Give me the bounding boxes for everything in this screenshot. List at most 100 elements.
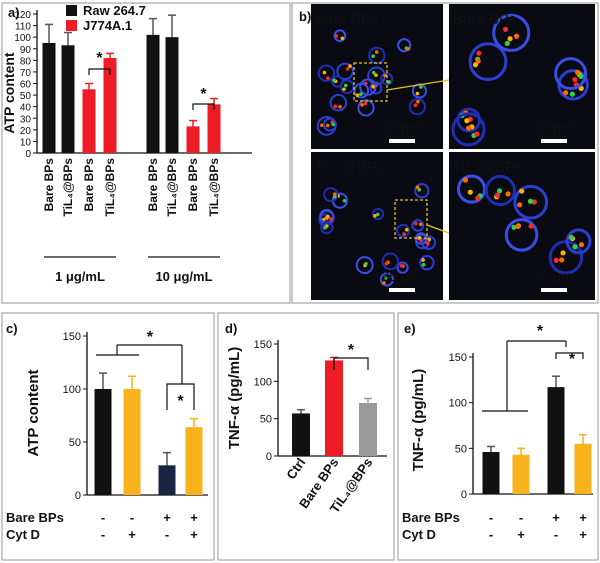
panel-a-y-tick-label: 0	[25, 149, 31, 160]
micrograph-cell	[408, 98, 426, 116]
micrograph-dot	[363, 101, 368, 106]
micrograph-dot	[406, 47, 411, 51]
panel-c-row-sign: -	[165, 527, 169, 542]
micrograph-dot	[572, 76, 578, 83]
micrograph-cell	[492, 13, 531, 52]
panel-a-y-tick-label: 40	[20, 103, 32, 114]
panel-c-row-sign: +	[128, 527, 136, 542]
panel-c-row-sign: +	[163, 510, 171, 525]
panel-c-y-label: ATP content	[25, 370, 42, 457]
panel-e-row-sign: -	[489, 527, 493, 542]
panel-e-bar	[482, 451, 500, 494]
panel-label-e: e)	[404, 321, 416, 336]
panel-e-bar	[512, 454, 530, 494]
micrograph-dot	[578, 73, 584, 80]
micrograph-cell	[323, 187, 339, 203]
panel-c-sig-bracket	[166, 383, 195, 410]
micrograph-cell	[484, 174, 516, 207]
panel-d-sig-bracket	[333, 357, 369, 370]
panel-e-bar	[547, 387, 565, 494]
micrograph-cell	[513, 184, 549, 220]
micrograph-dot	[416, 99, 420, 104]
panel-a-category-label: Bare BPs	[42, 158, 56, 212]
zoom-connector	[386, 79, 450, 91]
panel-a-y-tick-label: 10	[20, 137, 32, 148]
micrograph-dot	[384, 261, 389, 266]
panel-a-sig-star: *	[200, 86, 207, 103]
micrograph-dot	[421, 258, 425, 262]
micrograph-cell	[421, 235, 437, 251]
micrograph-dot	[419, 85, 423, 89]
micrograph-dot	[355, 93, 360, 98]
panel-a-bar	[165, 37, 179, 153]
panel-e-y-tick-label: 100	[449, 398, 467, 410]
micrograph-dot	[496, 188, 503, 194]
micrograph-cell	[396, 223, 410, 238]
micrograph-cell	[353, 82, 370, 99]
micrograph-cell	[331, 75, 344, 88]
micrograph-scale-bar	[541, 288, 567, 292]
micrograph-dot	[382, 281, 386, 285]
panel-a-y-tick-label: 90	[20, 45, 32, 56]
panel-a-sig-bracket	[88, 68, 111, 75]
micrograph-dot	[467, 189, 473, 195]
panel-a-category-label: TiL₄@BPs	[61, 158, 75, 217]
panel-c-y-tick-label: 50	[69, 437, 81, 449]
panel-a-bar	[207, 104, 221, 153]
micrograph-dot	[415, 91, 420, 96]
micrograph-cell	[369, 81, 383, 95]
micrograph-scale-bar-label: 25 μm	[381, 119, 420, 135]
panel-a-bar	[103, 58, 117, 154]
panel-c-y-tick-label: 0	[75, 490, 81, 502]
micrograph-dot	[402, 232, 406, 236]
zoom-box	[353, 62, 388, 102]
panel-c-y-tick-label: 100	[63, 384, 81, 396]
panel-a-y-tick-label: 100	[14, 33, 31, 44]
panel-a-y-tick-label: 30	[20, 114, 32, 125]
panel-c-bar	[123, 389, 141, 495]
panel-e-y-tick-label: 0	[461, 489, 467, 501]
zoom-connector	[426, 224, 450, 234]
micrograph-dot	[465, 125, 472, 131]
micrograph-cell	[456, 174, 487, 204]
panel-c-row-label: Cyt D	[6, 527, 40, 542]
micrograph-dot	[474, 131, 480, 137]
micrograph-dot	[331, 122, 335, 127]
micrograph-dot	[462, 177, 469, 183]
panel-a-y-tick-label: 80	[20, 56, 32, 67]
micrograph-dot	[404, 227, 409, 232]
micrograph-scale-bar	[389, 139, 415, 143]
panel-a-bar	[186, 126, 200, 153]
micrograph-dot	[320, 123, 324, 128]
micrograph-cell	[320, 221, 334, 235]
micrograph-dot	[505, 191, 511, 197]
panel-e-sig-star: *	[569, 351, 576, 368]
micrograph-dot	[527, 198, 534, 204]
panel-d-bar	[325, 360, 343, 456]
panel-d-y-label: TNF-α (pg/mL)	[226, 347, 243, 450]
panel-c-row-sign: +	[190, 527, 198, 542]
micrograph-scale-bar	[389, 288, 415, 292]
micrograph-scale-bar-label: 25 μm	[381, 268, 420, 284]
chart-panel-c: c) 0 50 100 150 ATP content * * Bare BPs - - + + Cyt …	[6, 321, 208, 542]
panel-e-sig-bracket	[555, 352, 584, 359]
panel-c-bar	[158, 465, 176, 495]
panel-a-category-label: TiL₄@BPs	[207, 158, 221, 217]
panel-c-sig-star: *	[147, 329, 154, 346]
panel-e-sig-star: *	[537, 323, 544, 340]
micrograph-dot	[348, 64, 352, 68]
panel-a-y-tick-label: 70	[20, 68, 32, 79]
micrograph-dot	[387, 80, 391, 84]
panel-e-y-tick-label: 150	[449, 352, 467, 364]
panel-d-sig-star: *	[348, 342, 355, 359]
panel-a-y-tick-label: 110	[15, 22, 31, 33]
panel-a-legend-label: J774A.1	[83, 18, 132, 33]
micrograph-cell	[396, 261, 409, 274]
micrograph-dot	[494, 192, 501, 198]
micrograph-dot	[323, 226, 327, 230]
panel-e-row-sign: -	[519, 510, 523, 525]
micrograph-scale-bar-label: 25 μm	[533, 268, 572, 284]
micrograph-title: Bare BPs	[315, 11, 378, 28]
